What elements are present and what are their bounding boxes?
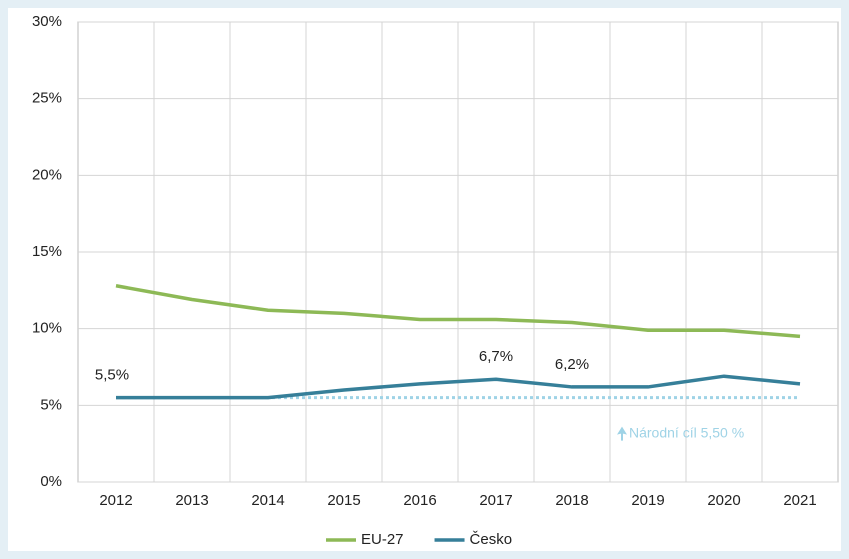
y-tick-label: 30% <box>32 13 62 30</box>
panel <box>8 8 841 551</box>
x-tick-label: 2020 <box>707 492 740 509</box>
data-label: 6,7% <box>479 348 513 365</box>
data-label: 6,2% <box>555 356 589 373</box>
y-tick-label: 5% <box>40 396 62 413</box>
x-tick-label: 2016 <box>403 492 436 509</box>
series-line <box>116 374 801 400</box>
series-line <box>115 284 801 339</box>
y-tick-label: 15% <box>32 243 62 260</box>
y-tick-label: 10% <box>32 320 62 337</box>
legend-label: EU-27 <box>361 531 404 548</box>
x-tick-label: 2015 <box>327 492 360 509</box>
y-tick-label: 0% <box>40 473 62 490</box>
y-tick-label: 25% <box>32 90 62 107</box>
legend-label: Česko <box>470 531 513 548</box>
x-tick-label: 2017 <box>479 492 512 509</box>
y-tick-label: 20% <box>32 166 62 183</box>
target-arrow <box>617 426 627 441</box>
x-tick-label: 2018 <box>555 492 588 509</box>
x-tick-label: 2021 <box>783 492 816 509</box>
x-tick-label: 2014 <box>251 492 284 509</box>
x-tick-label: 2019 <box>631 492 664 509</box>
data-label: 5,5% <box>95 367 129 384</box>
target-label: Národní cíl 5,50 % <box>629 424 744 440</box>
x-tick-label: 2012 <box>99 492 132 509</box>
x-tick-label: 2013 <box>175 492 208 509</box>
